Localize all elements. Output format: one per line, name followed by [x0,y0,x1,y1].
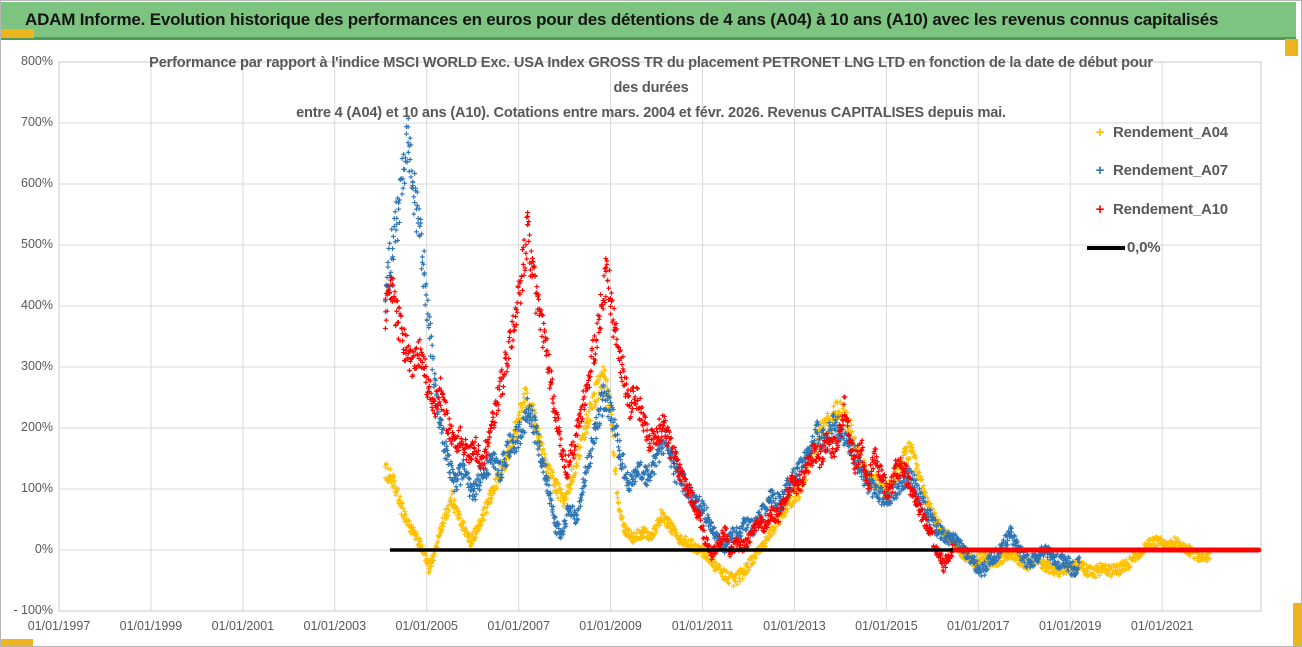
corner-mark-bottom-left [1,639,33,646]
y-tick-label: 200% [21,420,53,434]
legend-label: Rendement_A04 [1113,123,1228,141]
legend-item-a04: + Rendement_A04 [1087,113,1287,152]
y-tick-label: 700% [21,115,53,129]
corner-mark-top-right [1285,39,1298,56]
x-tick-label: 01/01/1999 [119,619,183,633]
plus-marker-icon: + [1095,200,1105,218]
header-bar: ADAM Informe. Evolution historique des p… [1,2,1296,40]
chart-title-line-2: des durées [613,80,689,96]
y-tick-label: - 100% [13,603,53,617]
x-tick-label: 01/01/2021 [1130,619,1194,633]
y-tick-label: 0% [34,542,53,556]
x-tick-label: 01/01/2009 [579,619,642,633]
y-tick-label: 100% [21,481,53,495]
chart-title: Performance par rapport à l'indice MSCI … [101,51,1201,126]
chart-title-line-3: entre 4 (A04) et 10 ans (A10). Cotations… [296,105,1006,121]
x-tick-label: 01/01/2001 [211,619,275,633]
x-tick-label: 01/01/2013 [763,619,826,633]
x-tick-label: 01/01/2003 [303,619,367,633]
plus-marker-icon: + [1095,162,1105,180]
legend: + Rendement_A04 + Rendement_A07 + Rendem… [1087,113,1287,267]
chart-area: Performance par rapport à l'indice MSCI … [1,39,1301,646]
x-tick-label: 01/01/2015 [855,619,918,633]
plot-border [58,61,1262,612]
legend-item-a10: + Rendement_A10 [1087,190,1287,229]
y-tick-label: 400% [21,298,53,312]
legend-label: Rendement_A07 [1113,162,1228,180]
series-points-Rendement_A10 [383,210,956,575]
x-tick-label: 01/01/2017 [947,619,1010,633]
y-tick-label: 300% [21,359,53,373]
y-tick-label: 800% [21,54,53,68]
x-tick-label: 01/01/2005 [395,619,458,633]
y-tick-label: 600% [21,176,53,190]
corner-mark-top-left [1,29,34,38]
header-title: ADAM Informe. Evolution historique des p… [25,9,1219,29]
plot-canvas [58,61,1262,612]
legend-label: 0,0% [1127,239,1161,257]
plus-marker-icon: + [1095,123,1105,141]
zero-line-swatch [1087,245,1125,250]
x-tick-label: 01/01/2007 [487,619,550,633]
corner-mark-bottom-right [1293,603,1301,646]
y-tick-label: 500% [21,237,53,251]
chart-title-line-1: Performance par rapport à l'indice MSCI … [149,55,1153,71]
x-tick-label: 01/01/1997 [27,619,91,633]
legend-item-zero-line: 0,0% [1087,229,1287,268]
x-tick-label: 01/01/2011 [671,619,734,633]
legend-item-a07: + Rendement_A07 [1087,152,1287,191]
legend-label: Rendement_A10 [1113,200,1228,218]
x-tick-label: 01/01/2019 [1038,619,1102,633]
